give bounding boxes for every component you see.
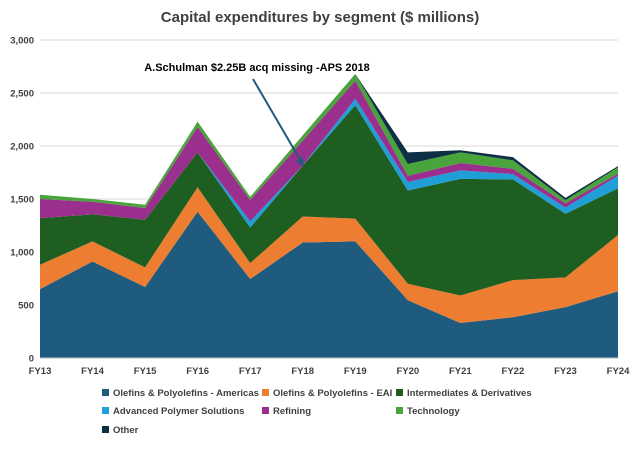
x-tick-label: FY19: [344, 366, 367, 377]
legend-swatch: [396, 389, 403, 396]
legend-swatch: [396, 407, 403, 414]
y-tick-label: 1,500: [10, 195, 34, 206]
area-olefins-polyolefins-eai: [40, 187, 618, 323]
chart-title: Capital expenditures by segment ($ milli…: [161, 9, 479, 26]
legend-label: Technology: [407, 406, 460, 417]
legend-swatch: [102, 389, 109, 396]
x-tick-label: FY15: [134, 366, 157, 377]
area-refining: [40, 80, 618, 222]
x-tick-label: FY14: [81, 366, 104, 377]
y-tick-label: 2,500: [10, 89, 34, 100]
stacked-areas: [40, 73, 618, 358]
x-tick-label: FY23: [554, 366, 577, 377]
legend-label: Refining: [273, 406, 311, 417]
x-tick-label: FY21: [449, 366, 472, 377]
y-tick-label: 0: [29, 354, 34, 365]
legend-swatch: [102, 407, 109, 414]
annotation-arrow-line: [252, 78, 303, 164]
x-tick-label: FY20: [396, 366, 419, 377]
legend: Olefins & Polyolefins - Americas Olefins …: [102, 388, 532, 436]
y-tick-label: 1,000: [10, 248, 34, 259]
area-olefins-polyolefins-americas: [40, 211, 618, 358]
legend-label: Olefins & Polyolefins - Americas: [113, 388, 259, 399]
annotation-group: A.Schulman $2.25B acq missing -APS 2018: [144, 62, 370, 167]
x-tick-label: FY18: [291, 366, 314, 377]
area-intermediates-derivatives: [40, 105, 618, 296]
legend-label: Intermediates & Derivatives: [407, 388, 532, 399]
x-tick-label: FY16: [186, 366, 209, 377]
legend-label: Other: [113, 425, 139, 436]
x-tick-label: FY17: [239, 366, 262, 377]
y-tick-label: 500: [18, 301, 34, 312]
legend-label: Advanced Polymer Solutions: [113, 406, 244, 417]
x-axis: FY13 FY14 FY15 FY16 FY17 FY18 FY19 FY20 FY21 FY22…: [29, 357, 630, 377]
y-axis: 0 500 1,000 1,500 2,000 2,500 3,000: [10, 36, 34, 365]
legend-swatch: [262, 407, 269, 414]
x-tick-label: FY22: [502, 366, 525, 377]
annotation-arrow-head: [296, 157, 304, 167]
legend-swatch: [102, 426, 109, 433]
legend-swatch: [262, 389, 269, 396]
y-tick-label: 3,000: [10, 36, 34, 47]
legend-label: Olefins & Polyolefins - EAI: [273, 388, 392, 399]
annotation-text: A.Schulman $2.25B acq missing -APS 2018: [144, 62, 370, 74]
x-tick-label: FY13: [29, 366, 52, 377]
x-tick-label: FY24: [607, 366, 630, 377]
y-tick-label: 2,000: [10, 142, 34, 153]
